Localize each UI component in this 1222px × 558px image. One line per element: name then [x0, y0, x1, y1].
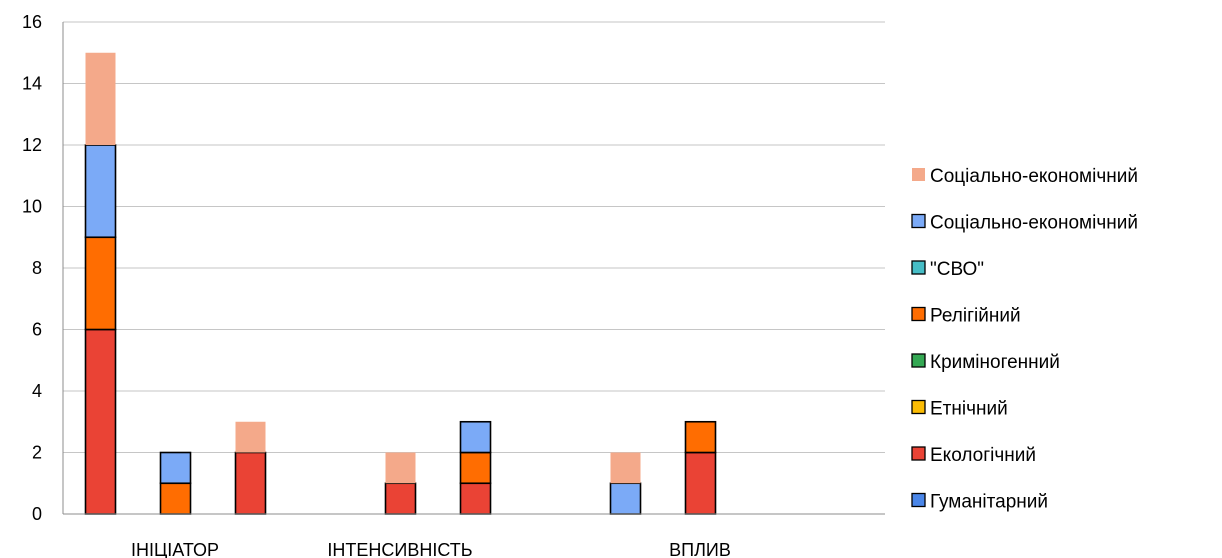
y-tick-label: 12: [22, 135, 42, 155]
legend-label: Екологічний: [930, 445, 1036, 466]
y-tick-label: 0: [32, 504, 42, 524]
legend-swatch: [911, 306, 926, 322]
legend-label: Криміногенний: [930, 352, 1060, 373]
legend-swatch: [911, 260, 926, 275]
legend-label: Соціально-економічний: [930, 166, 1138, 187]
bar-segment: [235, 421, 266, 453]
y-tick-label: 8: [32, 258, 42, 278]
bar-segment: [85, 52, 116, 145]
y-tick-label: 14: [22, 74, 42, 94]
x-category-label: ІНІЦІАТОР: [131, 540, 219, 558]
bar-segment: [609, 482, 642, 515]
bar-segment: [384, 482, 417, 515]
bar-segment: [159, 451, 192, 485]
legend-label: Соціально-економічний: [930, 213, 1138, 234]
bar-segment: [684, 420, 717, 454]
legend: Соціально-економічний Соціально-економічн…: [911, 166, 1138, 513]
axes: [62, 22, 885, 515]
bar-segment: [159, 482, 192, 515]
bar-segment: [459, 420, 492, 454]
legend-swatch: [911, 399, 926, 415]
legend-swatch: [912, 168, 925, 181]
bars: [84, 52, 717, 515]
legend-swatch: [911, 446, 926, 461]
bar-segment: [459, 482, 492, 515]
legend-swatch: [911, 492, 926, 508]
legend-label: "СВО": [930, 259, 984, 280]
y-tick-label: 6: [32, 320, 42, 340]
gridlines: [63, 21, 885, 453]
bar-segment: [84, 236, 117, 331]
y-tick-label: 10: [22, 197, 42, 217]
x-category-label: ВПЛИВ: [669, 540, 731, 558]
bar-segment: [610, 452, 641, 484]
legend-label: Етнічний: [930, 399, 1008, 420]
y-tick-label: 2: [32, 443, 42, 463]
legend-swatch: [911, 353, 926, 368]
x-category-label: ІНТЕНСИВНІСТЬ: [327, 540, 472, 558]
bar-segment: [385, 452, 416, 484]
bar-segment: [459, 451, 492, 485]
legend-label: Гуманітарний: [930, 492, 1048, 513]
legend-label: Релігійний: [930, 306, 1021, 327]
y-axis-ticks: 0 2 4 6 8 10 12 14 16: [22, 12, 42, 524]
bar-segment: [234, 451, 267, 515]
x-axis-categories: ІНІЦІАТОР ІНТЕНСИВНІСТЬ ВПЛИВ: [131, 540, 731, 558]
y-tick-label: 4: [32, 381, 42, 401]
bar-segment: [84, 328, 117, 515]
legend-swatch: [911, 213, 926, 229]
y-tick-label: 16: [22, 12, 42, 32]
bar-segment: [84, 144, 117, 239]
bar-segment: [684, 451, 717, 515]
